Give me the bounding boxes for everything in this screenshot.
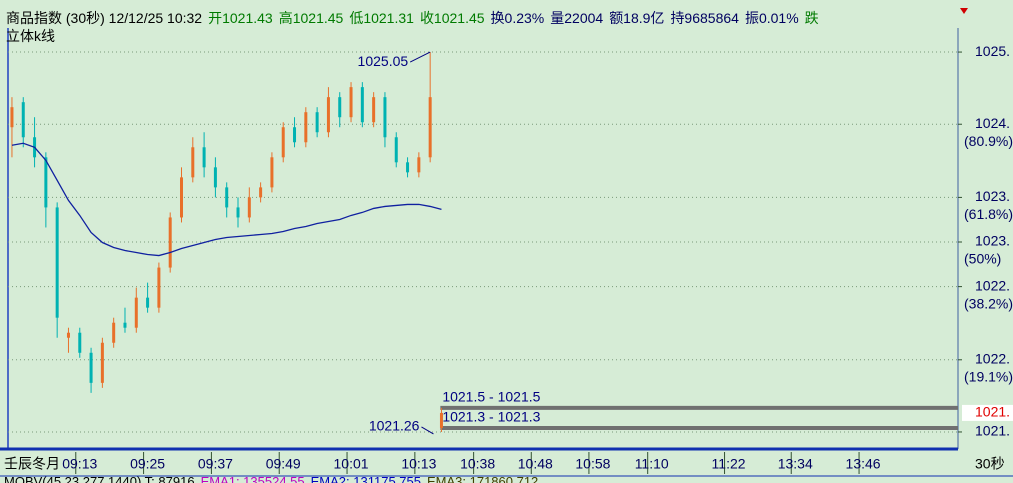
info-item: MOBV(45,23,277,1440) T: 87916 <box>4 474 195 483</box>
y-ratio-label: (38.2%) <box>964 295 1013 311</box>
candle-body <box>78 332 82 353</box>
info-item: 低1021.31 <box>349 10 414 26</box>
x-tick-label: 09:37 <box>198 456 233 472</box>
x-tick-label: 10:01 <box>334 456 369 472</box>
candle-body <box>179 177 183 218</box>
range-label: 1021.3 - 1021.3 <box>442 409 540 425</box>
x-tick-label: 09:49 <box>266 456 301 472</box>
candle-body <box>134 297 138 328</box>
y-tick-label: 1022. <box>975 277 1010 293</box>
candle-body <box>439 412 443 428</box>
candle-body <box>191 147 195 178</box>
y-ratio-label: (61.8%) <box>964 206 1013 222</box>
candle-body <box>270 157 274 188</box>
y-ratio-label: (80.9%) <box>964 133 1013 149</box>
info-item: 持9685864 <box>670 10 739 26</box>
info-item: EMA1: 135524.55 <box>200 474 305 483</box>
candle-body <box>112 322 116 343</box>
candle-body <box>21 102 25 138</box>
candle-body <box>168 217 172 268</box>
candle-body <box>259 187 263 198</box>
min-label: 1021.26 <box>369 418 420 434</box>
info-item: 量22004 <box>550 10 604 26</box>
candle-body <box>213 167 217 188</box>
candle-body <box>372 97 376 123</box>
candle-body <box>304 112 308 143</box>
max-label: 1025.05 <box>358 53 409 69</box>
indicator-arrow <box>960 8 968 14</box>
y-tick-label: 1023. <box>975 233 1010 249</box>
y-ratio-label: (50%) <box>964 251 1001 267</box>
x-tick-label: 11:22 <box>712 456 746 472</box>
y-tick-label: 1022. <box>975 350 1010 366</box>
info-item: 跌 <box>804 10 819 26</box>
candle-body <box>315 112 319 133</box>
last-price-label: 1021. <box>975 404 1010 420</box>
candle-body <box>417 157 421 173</box>
candle-body <box>247 197 251 218</box>
x-tick-label: 11:10 <box>635 456 669 472</box>
range-label: 1021.5 - 1021.5 <box>442 389 540 405</box>
candle-body <box>123 322 127 328</box>
candle-body <box>293 127 297 143</box>
candle-body <box>406 162 410 173</box>
x-tick-label: 09:13 <box>62 456 97 472</box>
x-tick-label: 13:46 <box>846 456 881 472</box>
y-ratio-label: (19.1%) <box>964 368 1013 384</box>
info-item: 高1021.45 <box>278 10 344 26</box>
x-tick-label: 09:25 <box>130 456 165 472</box>
candle-body <box>236 207 240 218</box>
x-tick-label: 10:58 <box>575 456 610 472</box>
max-leader <box>409 51 431 63</box>
y-tick-label: 1021. <box>975 423 1010 439</box>
y-tick-label: 1024. <box>975 115 1010 131</box>
info-item: 振0.01% <box>744 10 799 26</box>
candle-body <box>146 297 150 308</box>
candle-body <box>89 352 93 383</box>
x-left-label: 壬辰冬月 <box>4 456 60 472</box>
y-tick-label: 1025. <box>975 43 1010 59</box>
candle-body <box>44 157 48 208</box>
x-tick-label: 10:13 <box>401 456 436 472</box>
candle-body <box>225 187 229 208</box>
min-leader <box>421 426 434 435</box>
candle-body <box>157 267 161 308</box>
subtitle: 立体k线 <box>6 28 55 44</box>
candle-body <box>202 147 206 168</box>
x-tick-label: 10:48 <box>518 456 553 472</box>
candle-body <box>326 97 330 133</box>
info-item: EMA2: 131175.755 <box>310 474 421 483</box>
x-tick-label: 10:38 <box>460 456 495 472</box>
indicator-bar: MOBV(45,23,277,1440) T: 87916 EMA1: 13552… <box>4 474 544 483</box>
x-right-label: 30秒 <box>975 456 1005 472</box>
candle-body <box>394 137 398 163</box>
candle-body <box>100 342 104 383</box>
candle-body <box>55 207 59 318</box>
candle-body <box>349 87 353 118</box>
info-bar: 商品指数 (30秒) 12/12/25 10:32 开1021.43 高1021.4… <box>6 8 825 28</box>
candle-body <box>383 97 387 138</box>
y-tick-label: 1023. <box>975 188 1010 204</box>
candle-body <box>338 97 342 118</box>
info-item: 开1021.43 <box>208 10 273 26</box>
x-tick-label: 13:34 <box>778 456 813 472</box>
candle-body <box>281 127 285 158</box>
candle-body <box>428 97 432 158</box>
moving-average <box>11 142 442 257</box>
info-item: 换0.23% <box>490 10 545 26</box>
info-item: EMA3: 171860.712 <box>426 474 539 483</box>
candle-body <box>10 107 14 128</box>
info-item: 收1021.45 <box>419 10 485 26</box>
info-item: 额18.9亿 <box>609 10 665 26</box>
candle-body <box>66 332 70 338</box>
info-item: 商品指数 (30秒) 12/12/25 10:32 <box>6 10 203 26</box>
last-price-box <box>962 404 1013 421</box>
candle-body <box>360 87 364 123</box>
